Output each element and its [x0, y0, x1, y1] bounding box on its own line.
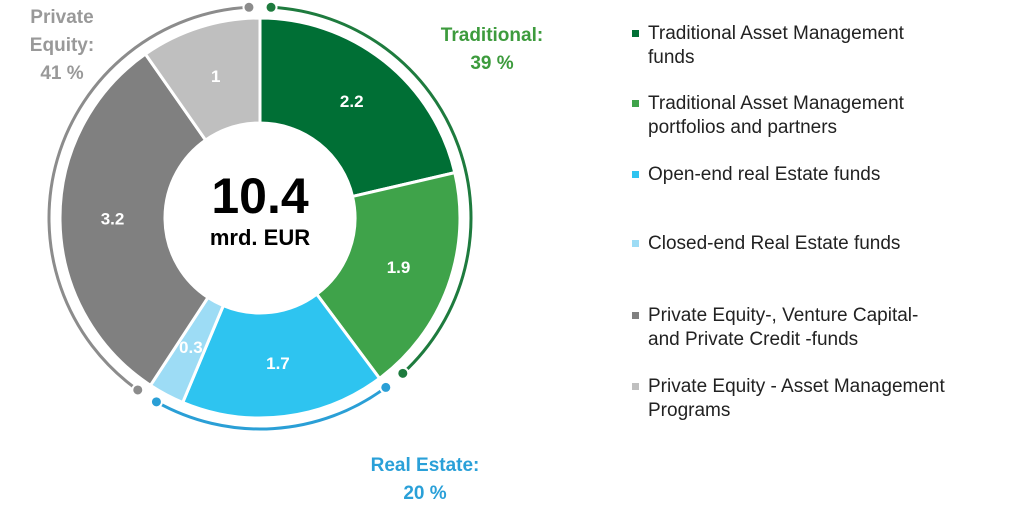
legend-swatch — [632, 240, 639, 247]
group-name: Private Equity: — [29, 7, 95, 56]
legend-swatch — [632, 171, 639, 178]
legend-swatch — [632, 30, 639, 37]
group-name: Traditional: — [440, 25, 544, 46]
group-label: Traditional: 39 % — [441, 22, 543, 78]
segment-label: 2.2 — [340, 92, 364, 111]
center-unit: mrd. EUR — [209, 225, 311, 250]
group-label: Real Estate: 20 % — [371, 452, 480, 508]
group-percent: 39 % — [470, 53, 514, 74]
legend-swatch — [632, 312, 639, 319]
segment-label: 1 — [211, 67, 220, 86]
legend-item: Traditional Asset Management funds — [632, 22, 1025, 70]
legend-label: Closed-end Real Estate funds — [648, 233, 901, 254]
group-arc — [47, 5, 250, 392]
legend-item: Traditional Asset Management portfolios … — [632, 92, 1025, 140]
legend-item: Open-end real Estate funds — [632, 163, 1025, 187]
legend-item: Closed-end Real Estate funds — [632, 232, 1025, 256]
group-name: Real Estate: — [370, 455, 480, 476]
group-arc-end — [396, 366, 410, 380]
donut-segment — [143, 16, 262, 143]
group-arc-end — [149, 395, 163, 409]
donut-segment — [314, 170, 462, 381]
donut-segment — [258, 16, 457, 199]
legend-label: Open-end real Estate funds — [648, 164, 881, 185]
segment-label: 0.3 — [179, 338, 203, 357]
group-arc-end — [131, 383, 145, 397]
group-arc — [270, 5, 473, 375]
donut-segment — [180, 292, 382, 420]
group-arc — [155, 386, 387, 431]
group-percent: 20 % — [403, 483, 447, 504]
legend-label: Private Equity-, Venture Capital- and Pr… — [648, 305, 919, 350]
donut-segment — [58, 51, 211, 388]
legend-swatch — [632, 383, 639, 390]
legend-item: Private Equity-, Venture Capital- and Pr… — [632, 304, 1025, 352]
legend-item: Private Equity - Asset Management Progra… — [632, 375, 1025, 423]
group-arc-end — [379, 380, 393, 394]
group-arc-end — [264, 0, 278, 14]
group-percent: 41 % — [40, 63, 84, 84]
group-arc-end — [242, 0, 256, 14]
center-label: 10.4 mrd. EUR — [165, 168, 355, 252]
legend-label: Private Equity - Asset Management Progra… — [648, 376, 945, 421]
segment-label: 3.2 — [101, 210, 125, 229]
legend-label: Traditional Asset Management funds — [648, 23, 904, 68]
center-value: 10.4 — [211, 168, 309, 224]
legend-swatch — [632, 100, 639, 107]
segment-label: 1.9 — [387, 258, 411, 277]
segment-label: 1.7 — [266, 354, 290, 373]
legend-label: Traditional Asset Management portfolios … — [648, 93, 904, 138]
group-label: Private Equity: 41 % — [30, 4, 94, 88]
